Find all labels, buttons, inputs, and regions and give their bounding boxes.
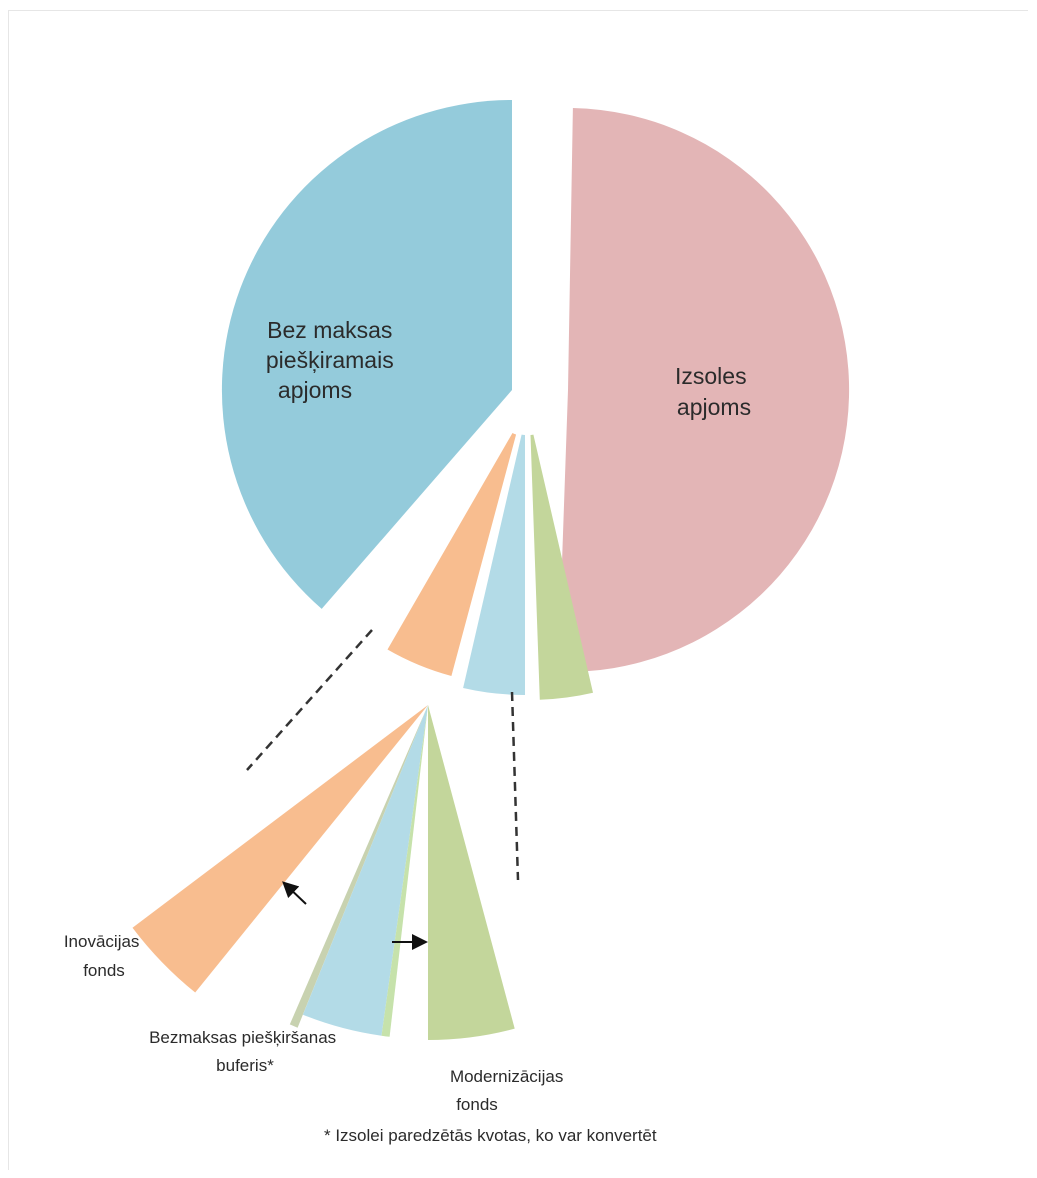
label-bez-maksas: Bez maksas piešķiramais apjoms	[266, 317, 400, 403]
detail-wedge-buffer-strip-right	[381, 705, 428, 1037]
label-modernizacijas: Modernizācijas fonds	[450, 1067, 568, 1114]
figure-frame	[8, 10, 1028, 1170]
slice-bez-maksas-apjoms	[221, 99, 512, 609]
slice-modernizacijas-fonds	[530, 434, 593, 700]
slice-izsoles-apjoms	[558, 108, 850, 672]
detail-wedge-modernizacijas-fonds	[428, 705, 515, 1040]
label-inovacijas: Inovācijas fonds	[64, 932, 144, 980]
connector-line-right	[510, 691, 520, 881]
detail-wedge-buffer-strip-left	[289, 705, 428, 1028]
slice-bezmaksas-buferis	[463, 434, 525, 696]
detail-wedge-inovacijas-fonds	[132, 705, 428, 993]
label-izsoles: Izsoles apjoms	[675, 363, 753, 420]
detail-wedge-bezmaksas-buferis	[302, 705, 428, 1036]
arrow-to-innovation-icon	[282, 881, 307, 905]
footnote: * Izsolei paredzētās kvotas, ko var konv…	[324, 1126, 657, 1145]
slice-inovacijas-fonds	[387, 433, 517, 676]
label-buferis: Bezmaksas piešķiršanas buferis*	[149, 1028, 341, 1075]
connector-line-left	[246, 629, 373, 771]
